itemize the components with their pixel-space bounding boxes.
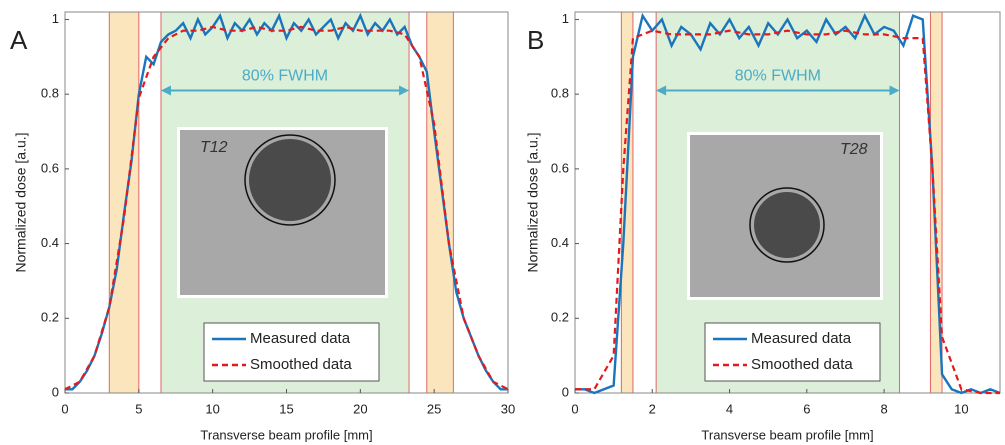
series-line: [575, 29, 1000, 395]
arrow-head: [160, 85, 171, 96]
y-tick-label: 0.4: [41, 235, 59, 250]
x-tick-label: 4: [726, 401, 733, 416]
inset-text: T12: [200, 139, 228, 156]
y-tick-label: 0.6: [551, 160, 569, 175]
x-tick-label: 20: [353, 401, 367, 416]
y-tick-label: 0.6: [41, 160, 59, 175]
x-tick-label: 2: [649, 401, 656, 416]
y-tick-label: 1: [52, 11, 59, 26]
x-tick-label: 25: [427, 401, 441, 416]
y-tick-label: 0.2: [551, 310, 569, 325]
y-tick-label: 0: [52, 384, 59, 399]
y-tick-label: 0: [562, 384, 569, 399]
x-axis-label: Transverse beam profile [mm]: [701, 427, 873, 442]
inset-ring: [244, 134, 336, 226]
inset-spot: [754, 192, 820, 258]
x-tick-label: 8: [880, 401, 887, 416]
arrow-head: [656, 85, 667, 96]
legend-label: Smoothed data: [751, 356, 853, 373]
legend-label: Measured data: [751, 330, 852, 347]
y-axis-label: Normalized dose [a.u.]: [525, 132, 541, 272]
arrow-head: [889, 85, 900, 96]
region: [621, 12, 633, 393]
inset-text: T28: [840, 141, 868, 158]
inset-spot: [249, 139, 331, 221]
region: [426, 12, 454, 393]
legend-label: Smoothed data: [250, 356, 352, 373]
y-tick-label: 0.8: [41, 86, 59, 101]
y-axis-label: Normalized dose [a.u.]: [13, 132, 29, 272]
x-tick-label: 10: [205, 401, 219, 416]
x-tick-label: 15: [279, 401, 293, 416]
x-tick-label: 10: [954, 401, 968, 416]
legend-box: [704, 322, 881, 382]
annotation-text: 80% FWHM: [242, 68, 328, 85]
legend-box: [203, 322, 380, 382]
series-line: [64, 25, 509, 391]
inset-ring: [749, 187, 825, 263]
x-tick-label: 0: [61, 401, 68, 416]
legend-label: Measured data: [250, 330, 351, 347]
x-axis-label: Transverse beam profile [mm]: [200, 427, 372, 442]
panel-label: A: [10, 25, 28, 55]
x-tick-label: 6: [803, 401, 810, 416]
x-tick-label: 0: [571, 401, 578, 416]
annotation-text: 80% FWHM: [735, 68, 821, 85]
y-tick-label: 0.2: [41, 310, 59, 325]
arrow-head: [399, 85, 410, 96]
x-tick-label: 5: [135, 401, 142, 416]
y-tick-label: 0.8: [551, 86, 569, 101]
region: [930, 12, 943, 393]
y-tick-label: 0.4: [551, 235, 569, 250]
panel-label: B: [527, 25, 544, 55]
x-tick-label: 30: [501, 401, 515, 416]
y-tick-label: 1: [562, 11, 569, 26]
plot-frame: [574, 11, 1001, 394]
region: [109, 12, 139, 393]
